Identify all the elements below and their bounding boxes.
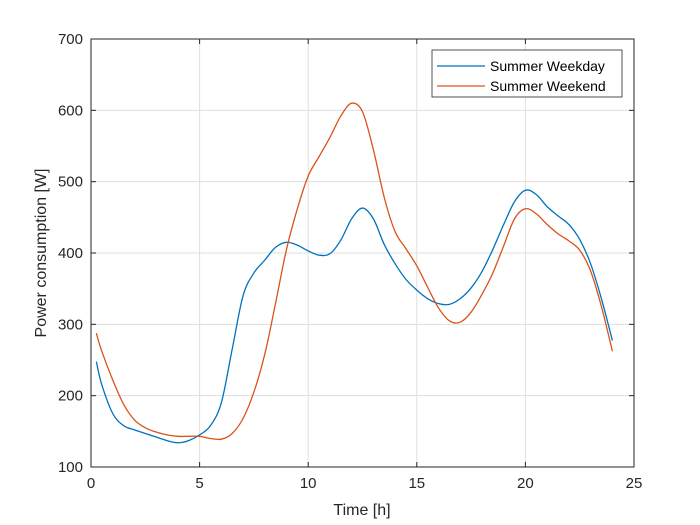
grid-lines xyxy=(90,38,635,468)
y-tick-label: 200 xyxy=(58,388,83,405)
x-tick-label: 15 xyxy=(408,475,425,492)
series-line-summer-weekday xyxy=(95,189,613,444)
y-tick-label: 300 xyxy=(58,316,83,333)
series-layer xyxy=(95,102,613,444)
legend-box xyxy=(431,49,623,98)
legend-label-summer-weekday: Summer Weekday xyxy=(490,58,605,74)
x-tick-label: 25 xyxy=(626,475,643,492)
y-tick-label: 700 xyxy=(58,31,83,48)
x-axis-label: Time [h] xyxy=(333,502,390,519)
legend: Summer Weekday Summer Weekend xyxy=(431,49,623,98)
y-tick-label: 500 xyxy=(58,174,83,191)
x-tick-label: 5 xyxy=(195,475,203,492)
x-tick-label: 0 xyxy=(87,475,95,492)
legend-label-summer-weekend: Summer Weekend xyxy=(490,78,606,94)
x-tick-label: 10 xyxy=(300,475,317,492)
y-tick-label: 100 xyxy=(58,459,83,476)
y-tick-label: 400 xyxy=(58,245,83,262)
y-tick-label: 600 xyxy=(58,102,83,119)
series-line-summer-weekend xyxy=(95,102,613,441)
axis-ticks: 0 5 10 15 20 25 100 200 300 400 500 600 700 xyxy=(58,31,642,492)
y-axis-label: Power consumption [W] xyxy=(33,169,50,338)
x-tick-label: 20 xyxy=(517,475,534,492)
